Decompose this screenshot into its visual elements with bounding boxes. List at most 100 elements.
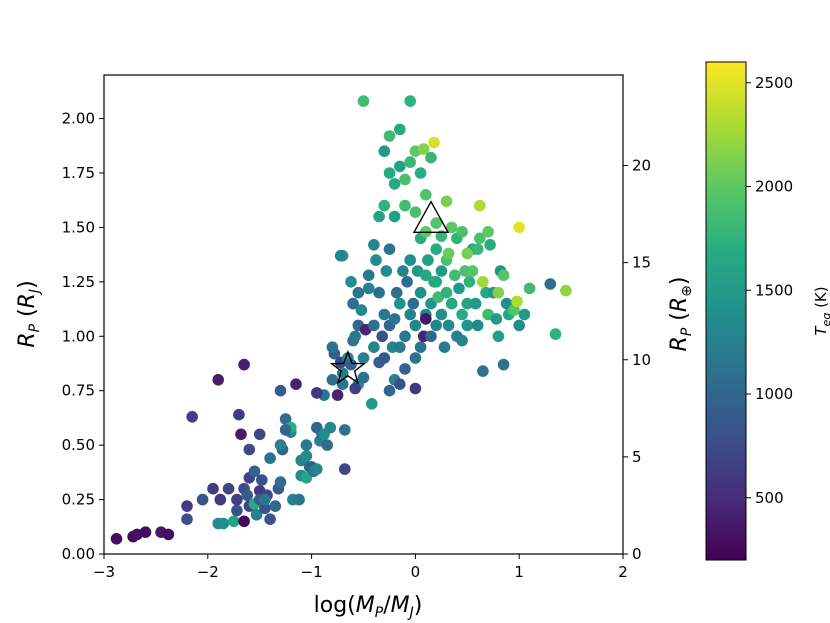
data-point <box>368 319 380 332</box>
data-point <box>357 371 370 384</box>
data-point <box>399 199 411 212</box>
data-point <box>477 276 489 288</box>
data-point <box>445 221 458 234</box>
data-point <box>435 308 448 321</box>
data-point <box>186 411 198 423</box>
colorbar-tick-label: 1500 <box>755 281 793 299</box>
highlight-markers <box>329 200 450 385</box>
colorbar-ticks: 500 1000 1500 2000 2500 <box>746 74 793 507</box>
data-point <box>440 286 453 299</box>
data-point <box>228 515 240 528</box>
data-point <box>162 528 175 541</box>
data-point <box>259 502 271 515</box>
data-point <box>523 282 536 295</box>
data-point <box>453 282 465 295</box>
data-point <box>214 493 227 506</box>
data-point <box>456 226 468 238</box>
data-point <box>293 493 305 506</box>
y-tick-label: 0.50 <box>62 436 95 454</box>
data-point <box>428 136 440 149</box>
data-point <box>407 297 420 310</box>
data-point <box>430 276 443 288</box>
data-point <box>222 482 235 495</box>
data-point <box>474 232 486 245</box>
data-point <box>207 482 219 495</box>
y-tick-label: 0.00 <box>62 545 95 563</box>
data-point <box>300 450 313 462</box>
x-tick-label: 2 <box>618 563 628 581</box>
data-point <box>414 167 427 179</box>
data-point <box>373 210 385 223</box>
data-point <box>345 358 357 371</box>
data-point <box>492 286 505 299</box>
data-point <box>449 269 461 282</box>
data-point <box>233 408 245 421</box>
data-point <box>404 156 417 168</box>
y-axis-right-label: RP (R⊕) <box>667 277 695 352</box>
data-point <box>324 421 337 434</box>
colorbar-tick-label: 2500 <box>755 74 793 92</box>
x-axis-label: log(MP/MJ) <box>314 593 423 621</box>
y-axis-left-ticks: 0.00 0.25 0.50 0.75 1.00 1.25 1.50 1.75 2.00 <box>62 110 104 563</box>
colorbar <box>705 61 747 561</box>
data-point <box>241 489 253 502</box>
data-point <box>482 226 494 238</box>
data-point <box>404 95 417 107</box>
data-point <box>376 330 389 343</box>
data-point <box>399 330 411 343</box>
data-point <box>370 254 382 266</box>
x-tick-label: −2 <box>197 563 219 581</box>
data-point <box>466 265 479 277</box>
data-point <box>196 493 209 506</box>
data-point <box>409 206 422 218</box>
data-point <box>378 352 391 364</box>
data-point <box>404 308 417 321</box>
data-point <box>388 313 401 325</box>
y-tick-label: 0.25 <box>62 491 95 509</box>
data-point <box>430 217 443 229</box>
data-point <box>435 265 448 277</box>
plot-frame <box>103 74 624 555</box>
data-point <box>420 189 432 201</box>
data-point <box>497 269 510 282</box>
colorbar-tick-label: 2000 <box>755 178 793 196</box>
x-axis-ticks: −3 −2 −1 0 1 2 <box>93 554 628 581</box>
data-point <box>497 358 510 371</box>
y-tick-label: 1.25 <box>62 273 95 291</box>
data-point <box>253 428 266 441</box>
data-point <box>425 151 437 164</box>
data-point <box>409 352 422 364</box>
data-point <box>388 210 401 223</box>
data-point <box>438 341 451 354</box>
data-point <box>255 474 268 486</box>
x-tick-label: 0 <box>411 563 421 581</box>
data-point <box>217 517 230 530</box>
data-point <box>326 341 339 354</box>
data-point <box>394 297 406 310</box>
data-point <box>513 221 525 234</box>
y2-tick-label: 10 <box>632 351 651 369</box>
data-point <box>442 319 455 332</box>
data-point <box>231 493 243 506</box>
data-point <box>349 330 362 343</box>
data-point <box>378 308 391 321</box>
data-point <box>409 319 422 332</box>
data-point <box>357 352 370 364</box>
data-point <box>373 286 385 299</box>
data-point <box>471 319 484 332</box>
data-point <box>440 195 453 208</box>
colorbar-tick-label: 500 <box>755 489 784 507</box>
data-point <box>235 428 247 441</box>
data-point <box>357 95 370 107</box>
data-point <box>311 463 323 475</box>
x-tick-label: −3 <box>93 563 115 581</box>
data-point <box>425 330 437 343</box>
data-point <box>181 500 193 512</box>
data-point <box>326 374 339 386</box>
data-point <box>383 384 396 397</box>
data-point <box>469 297 482 310</box>
data-point <box>397 265 409 277</box>
data-point <box>279 424 292 436</box>
data-point <box>461 297 474 310</box>
